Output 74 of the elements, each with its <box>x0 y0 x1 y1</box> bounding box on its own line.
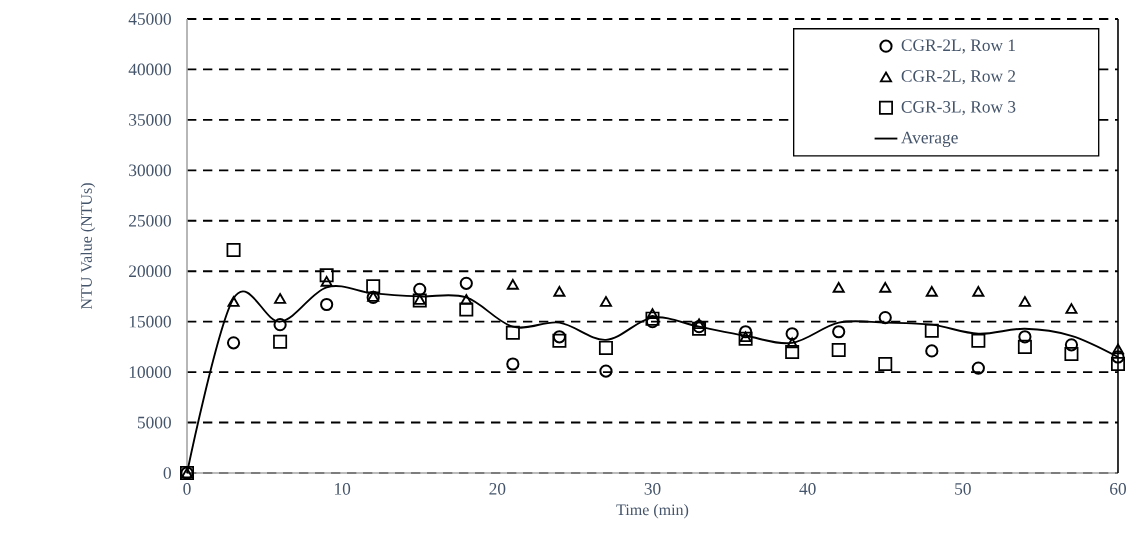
point <box>1018 330 1032 344</box>
point <box>925 344 939 358</box>
point <box>320 297 334 312</box>
point <box>552 333 567 348</box>
legend-label: CGR-3L, Row 3 <box>901 101 1016 116</box>
point <box>1065 303 1078 314</box>
y-tick-label: 40000 <box>128 63 171 76</box>
point <box>460 294 473 305</box>
point <box>459 302 474 317</box>
y-axis-title: NTU Value (NTUs) <box>80 183 96 310</box>
x-tick-label: 60 <box>1110 483 1126 495</box>
point <box>553 286 566 297</box>
y-tick-label: 0 <box>163 467 171 479</box>
point <box>972 286 985 297</box>
point <box>1110 357 1125 372</box>
legend-label: CGR-2L, Row 2 <box>901 70 1016 85</box>
point <box>459 276 473 290</box>
point <box>925 286 938 297</box>
point <box>505 325 520 340</box>
point <box>413 282 427 296</box>
point <box>599 364 613 378</box>
point <box>552 330 566 344</box>
y-tick-label: 10000 <box>129 366 171 378</box>
point <box>971 333 986 348</box>
point <box>878 311 892 325</box>
y-tick-label: 30000 <box>129 164 171 177</box>
point <box>739 325 753 339</box>
point <box>366 279 381 294</box>
point <box>645 315 660 329</box>
point <box>785 327 799 341</box>
point <box>1111 343 1125 355</box>
point <box>319 268 334 283</box>
point <box>226 243 241 258</box>
point <box>646 308 659 319</box>
point <box>273 334 288 349</box>
point <box>227 296 240 307</box>
y-tick-label: 5000 <box>137 416 171 429</box>
point <box>1064 346 1079 361</box>
point <box>598 340 613 355</box>
point <box>1017 339 1032 354</box>
point <box>599 296 612 307</box>
point <box>1018 296 1031 307</box>
point <box>506 357 520 371</box>
point <box>971 361 985 375</box>
y-tick-label: 35000 <box>129 114 171 126</box>
point <box>645 311 660 326</box>
point <box>832 325 846 339</box>
y-tick-label: 15000 <box>129 315 171 328</box>
point <box>273 318 287 332</box>
point <box>1111 350 1125 364</box>
y-tick-label: 25000 <box>129 214 171 227</box>
legend-label: Average <box>901 131 958 148</box>
point <box>1064 338 1079 352</box>
point <box>878 357 893 372</box>
point <box>831 342 846 357</box>
x-tick-label: 0 <box>183 483 191 495</box>
x-axis-title: Time (min) <box>616 503 689 519</box>
y-tick-label: 20000 <box>129 265 171 278</box>
point <box>320 275 333 287</box>
x-tick-label: 10 <box>335 483 351 495</box>
x-tick-label: 30 <box>644 483 661 495</box>
point <box>785 344 800 359</box>
point <box>832 282 845 293</box>
point <box>924 323 939 338</box>
y-tick-label: 45000 <box>128 13 171 25</box>
x-tick-label: 50 <box>955 483 971 495</box>
legend-label: CGR-2L, Row 1 <box>901 39 1015 54</box>
x-tick-label: 20 <box>489 483 506 495</box>
point <box>274 293 287 304</box>
point <box>786 337 799 349</box>
x-tick-label: 40 <box>799 483 816 495</box>
point <box>226 336 241 350</box>
point <box>506 278 519 290</box>
point <box>879 282 892 293</box>
